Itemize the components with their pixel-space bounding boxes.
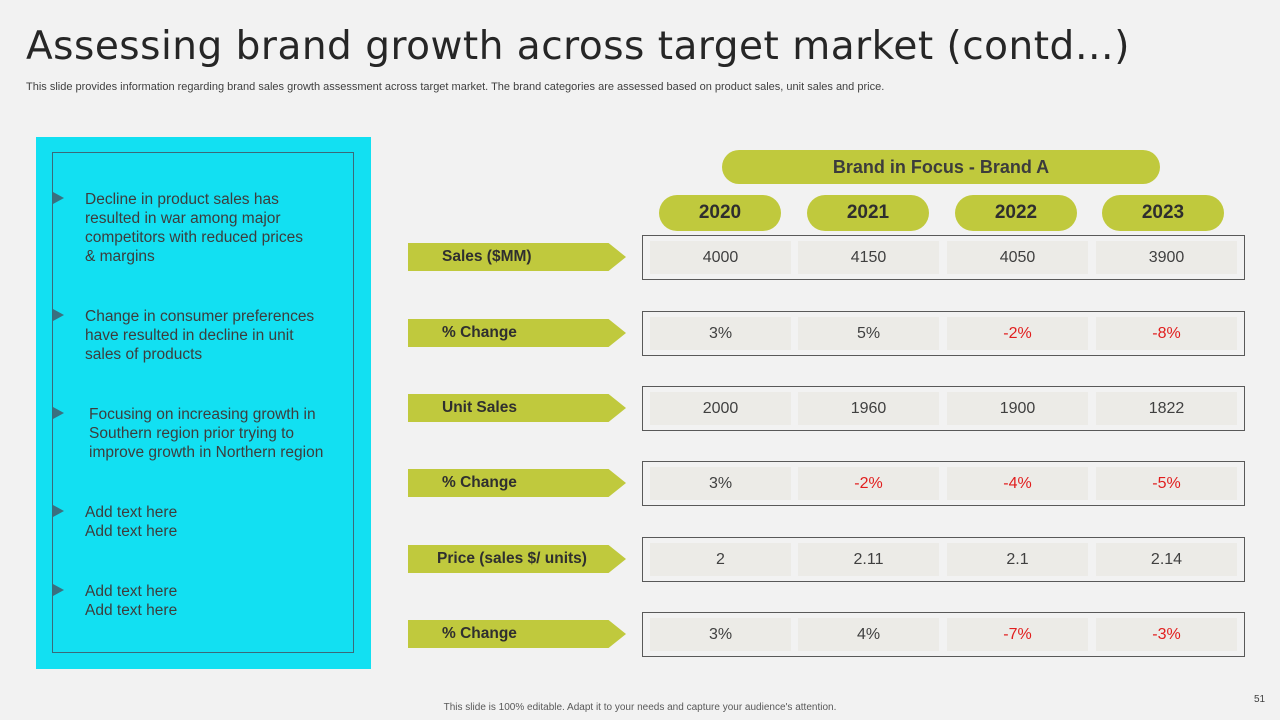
row-label-sales: Sales ($MM) [408, 243, 626, 271]
table-cell: 5% [798, 317, 939, 350]
table-cell: 2000 [650, 392, 791, 425]
bullet-item: Change in consumer preferences have resu… [53, 307, 315, 364]
table-cell: 3% [650, 618, 791, 651]
row-label-price-change: % Change [408, 620, 626, 648]
slide-subtitle: This slide provides information regardin… [26, 81, 885, 93]
table-cell: 1822 [1096, 392, 1237, 425]
table-row: 3% 4% -7% -3% [642, 612, 1245, 657]
bullet-item: Add text here Add text here [53, 503, 178, 541]
bullet-text: Add text here Add text here [85, 583, 178, 619]
table-cell: -7% [947, 618, 1088, 651]
table-cell: 3900 [1096, 241, 1237, 274]
triangle-right-icon [53, 505, 64, 517]
brand-focus-header: Brand in Focus - Brand A [722, 150, 1160, 184]
left-panel-frame: Decline in product sales has resulted in… [52, 152, 354, 653]
year-header: 2021 [807, 195, 929, 231]
table-row: 4000 4150 4050 3900 [642, 235, 1245, 280]
bullet-text: Change in consumer preferences have resu… [85, 308, 315, 363]
bullet-text: Focusing on increasing growth in Souther… [89, 406, 324, 461]
table-row: 3% 5% -2% -8% [642, 311, 1245, 356]
table-cell: -4% [947, 467, 1088, 500]
bullet-text: Add text here Add text here [85, 504, 178, 540]
bullet-text: Decline in product sales has resulted in… [85, 191, 303, 265]
table-row: 3% -2% -4% -5% [642, 461, 1245, 506]
table-cell: -5% [1096, 467, 1237, 500]
table-cell: 2.1 [947, 543, 1088, 576]
table-cell: 2.11 [798, 543, 939, 576]
table-cell: 4150 [798, 241, 939, 274]
year-header: 2022 [955, 195, 1077, 231]
triangle-right-icon [53, 584, 64, 596]
page-number: 51 [1254, 694, 1266, 705]
table-cell: 2.14 [1096, 543, 1237, 576]
row-label-price: Price (sales $/ units) [408, 545, 626, 573]
table-cell: 1900 [947, 392, 1088, 425]
table-cell: 3% [650, 467, 791, 500]
table-cell: 4050 [947, 241, 1088, 274]
table-cell: 3% [650, 317, 791, 350]
bullet-item: Decline in product sales has resulted in… [53, 190, 303, 266]
footer-note: This slide is 100% editable. Adapt it to… [443, 702, 837, 713]
table-row: 2 2.11 2.1 2.14 [642, 537, 1245, 582]
slide-title: Assessing brand growth across target mar… [26, 24, 1131, 69]
table-cell: -8% [1096, 317, 1237, 350]
table-cell: 4% [798, 618, 939, 651]
triangle-right-icon [53, 192, 64, 204]
table-row: 2000 1960 1900 1822 [642, 386, 1245, 431]
triangle-right-icon [53, 407, 64, 419]
row-label-unit-change: % Change [408, 469, 626, 497]
table-cell: 2 [650, 543, 791, 576]
table-cell: -2% [798, 467, 939, 500]
bullet-item: Add text here Add text here [53, 582, 178, 620]
row-label-unit-sales: Unit Sales [408, 394, 626, 422]
year-header: 2023 [1102, 195, 1224, 231]
row-label-sales-change: % Change [408, 319, 626, 347]
year-header: 2020 [659, 195, 781, 231]
table-cell: -2% [947, 317, 1088, 350]
triangle-right-icon [53, 309, 64, 321]
left-panel: Decline in product sales has resulted in… [36, 137, 371, 669]
table-cell: 4000 [650, 241, 791, 274]
table-cell: -3% [1096, 618, 1237, 651]
table-cell: 1960 [798, 392, 939, 425]
bullet-item: Focusing on increasing growth in Souther… [53, 405, 324, 462]
